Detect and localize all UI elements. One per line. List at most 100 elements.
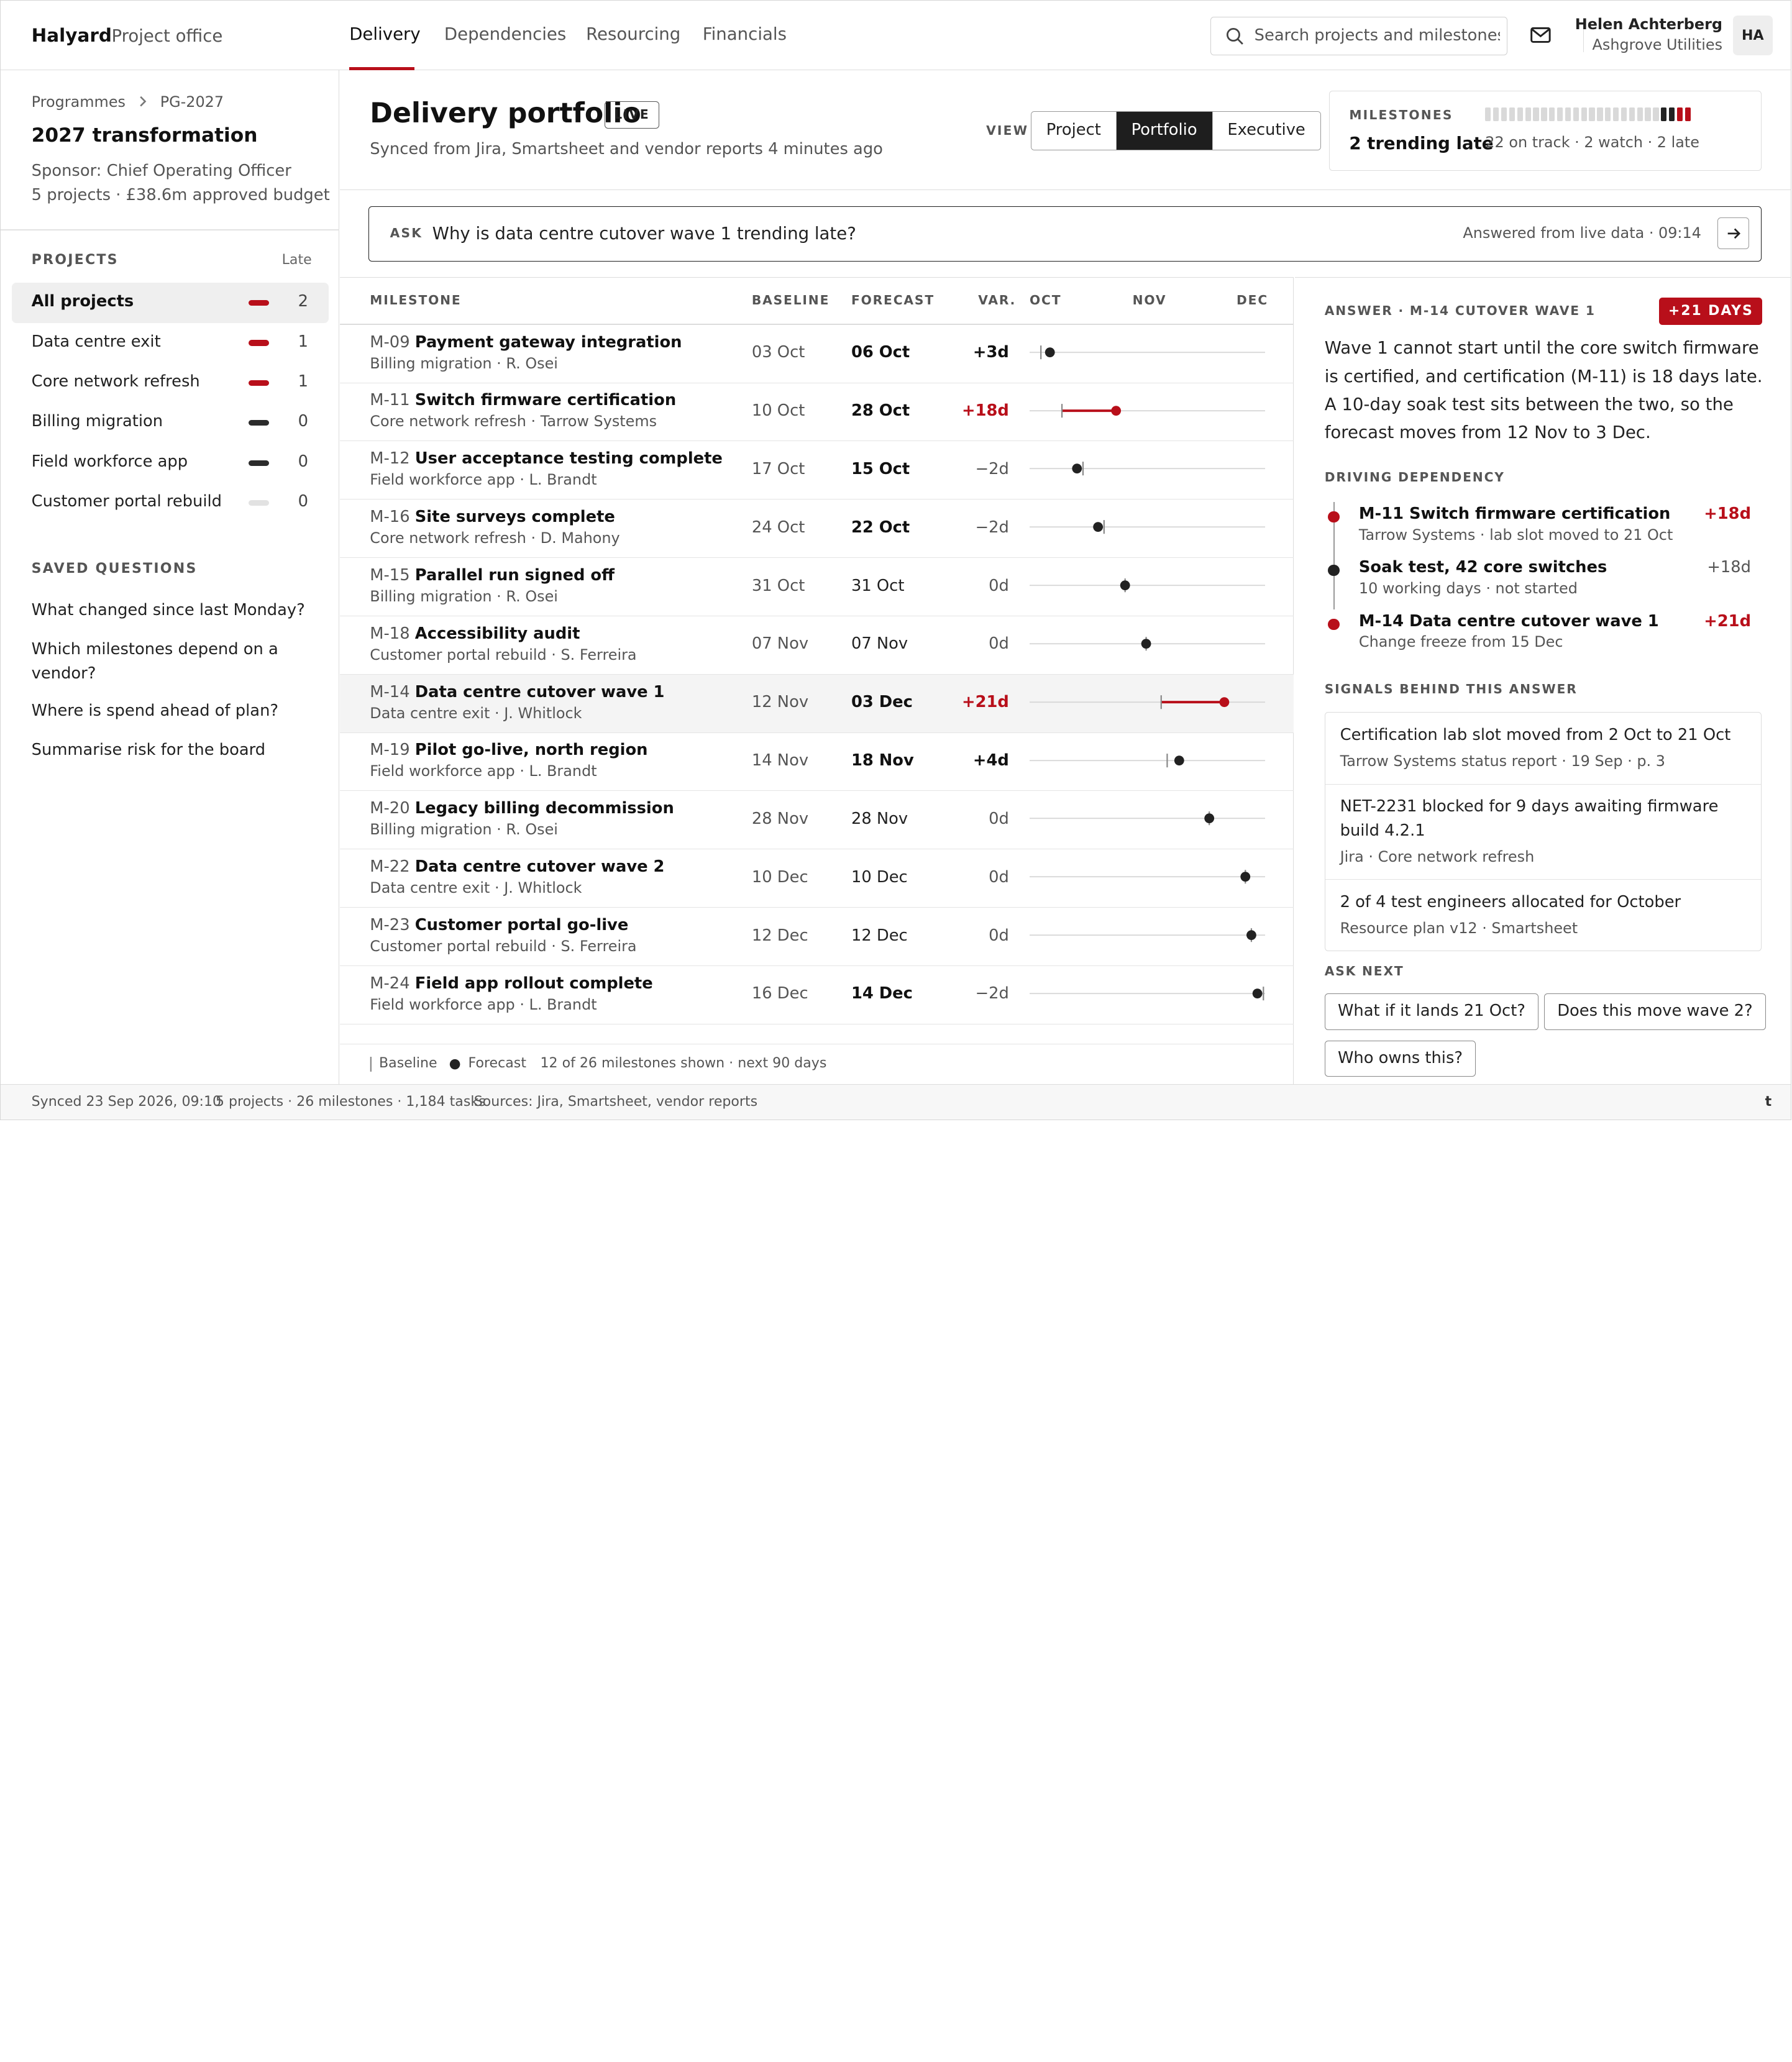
search-input[interactable]: [1254, 24, 1501, 47]
ask-submit-button[interactable]: [1717, 217, 1750, 250]
milestones-value: 2 trending late: [1349, 132, 1494, 153]
forecast-mark: [1120, 580, 1130, 591]
nav-financials[interactable]: Financials: [702, 23, 787, 44]
milestone-name: Field app rollout complete: [414, 974, 653, 993]
view-executive-button[interactable]: Executive: [1212, 112, 1320, 150]
milestone-title: M-20 Legacy billing decommission: [370, 799, 674, 818]
table-row[interactable]: M-14 Data centre cutover wave 1 Data cent…: [340, 674, 1294, 733]
forecast-mark: [1174, 755, 1184, 765]
milestone-title: M-14 Data centre cutover wave 1: [370, 683, 664, 701]
variance-value: 0d: [989, 576, 1009, 595]
project-name: Billing migration: [31, 412, 163, 431]
table-row[interactable]: M-15 Parallel run signed off Billing migr…: [340, 558, 1294, 616]
saved-question[interactable]: Where is spend ahead of plan?: [31, 701, 279, 721]
variance-value: +18d: [962, 401, 1009, 420]
page-title: Delivery portfolio: [370, 98, 641, 130]
late-marker: [249, 420, 270, 426]
projects-heading: PROJECTS: [31, 252, 119, 268]
milestone-status-tick: [1653, 107, 1659, 122]
project-item[interactable]: All projects 2: [12, 283, 329, 323]
forecast-mark: [1219, 696, 1230, 707]
milestone-status-tick: [1485, 107, 1491, 122]
milestone-subtitle: Billing migration · R. Osei: [370, 587, 558, 605]
table-row[interactable]: M-12 User acceptance testing complete Fie…: [340, 441, 1294, 500]
variance-value: 0d: [989, 809, 1009, 828]
table-row[interactable]: M-18 Accessibility audit Customer portal …: [340, 616, 1294, 675]
milestone-subtitle: Billing migration · R. Osei: [370, 354, 558, 372]
project-item[interactable]: Core network refresh 1: [12, 363, 329, 403]
milestone-status-tick: [1613, 107, 1619, 122]
programme-sponsor: Sponsor: Chief Operating Officer: [31, 162, 291, 181]
saved-question[interactable]: What changed since last Monday?: [31, 601, 305, 620]
signal-text: 2 of 4 test engineers allocated for Octo…: [1340, 892, 1681, 911]
milestone-title: M-18 Accessibility audit: [370, 624, 580, 643]
answer-text: Wave 1 cannot start until the core switc…: [1324, 337, 1763, 442]
milestone-status-tick: [1685, 107, 1691, 122]
forecast-date: 10 Dec: [851, 867, 908, 887]
forecast-mark: [1072, 463, 1082, 474]
ask-next-chip[interactable]: Does this move wave 2?: [1543, 993, 1766, 1030]
milestone-name: Data centre cutover wave 2: [414, 857, 665, 877]
milestone-id: M-23: [370, 915, 410, 934]
saved-question[interactable]: Which milestones depend on a vendor?: [31, 639, 278, 683]
milestone-id: M-14: [370, 682, 410, 701]
dependency-variance: +18d: [1704, 504, 1752, 523]
ask-input[interactable]: [432, 221, 1233, 246]
signal-item[interactable]: Certification lab slot moved from 2 Oct …: [1325, 713, 1761, 785]
table-row[interactable]: M-19 Pilot go-live, north region Field wo…: [340, 733, 1294, 791]
mail-icon[interactable]: [1529, 24, 1552, 47]
project-name: Data centre exit: [31, 332, 161, 351]
app-window: Halyard Project office Delivery Dependen…: [0, 0, 1792, 1121]
timeline-track: [1029, 578, 1266, 593]
variance-value: −2d: [975, 984, 1009, 1003]
milestone-status-tick: [1573, 107, 1579, 122]
ask-label: ASK: [390, 225, 423, 240]
view-project-button[interactable]: Project: [1031, 112, 1117, 150]
late-count: 1: [298, 332, 308, 351]
brand-name: Halyard: [31, 24, 112, 46]
project-item[interactable]: Data centre exit 1: [12, 323, 329, 363]
timeline-track: [1029, 637, 1266, 651]
top-bar-divider: [1583, 20, 1584, 52]
project-name: All projects: [31, 292, 134, 311]
forecast-mark: [1240, 872, 1251, 882]
table-row[interactable]: M-16 Site surveys complete Core network r…: [340, 500, 1294, 559]
search-box[interactable]: [1210, 16, 1508, 56]
col-forecast: FORECAST: [851, 293, 935, 308]
signal-item[interactable]: 2 of 4 test engineers allocated for Octo…: [1325, 880, 1761, 951]
col-milestone: MILESTONE: [370, 293, 462, 308]
ask-next-chip[interactable]: What if it lands 21 Oct?: [1324, 993, 1539, 1030]
milestone-name: Legacy billing decommission: [414, 799, 674, 818]
table-row[interactable]: M-24 Field app rollout complete Field wor…: [340, 966, 1294, 1024]
ask-next-chip[interactable]: Who owns this?: [1324, 1040, 1476, 1077]
project-item[interactable]: Field workforce app 0: [12, 443, 329, 483]
project-item[interactable]: Billing migration 0: [12, 403, 329, 443]
late-count: 1: [298, 372, 308, 391]
saved-question[interactable]: Summarise risk for the board: [31, 740, 266, 759]
table-row[interactable]: M-20 Legacy billing decommission Billing …: [340, 791, 1294, 850]
milestone-title: M-16 Site surveys complete: [370, 508, 615, 526]
breadcrumb-programmes[interactable]: Programmes: [31, 93, 126, 111]
nav-dependencies[interactable]: Dependencies: [444, 23, 567, 44]
forecast-date: 15 Oct: [851, 459, 910, 478]
forecast-mark: [1252, 988, 1263, 999]
nav-delivery[interactable]: Delivery: [349, 23, 421, 44]
forecast-mark: [1045, 347, 1055, 357]
avatar[interactable]: HA: [1732, 15, 1773, 56]
project-name: Core network refresh: [31, 372, 200, 391]
table-row[interactable]: M-09 Payment gateway integration Billing …: [340, 325, 1294, 383]
table-row[interactable]: M-22 Data centre cutover wave 2 Data cent…: [340, 849, 1294, 908]
table-row[interactable]: M-11 Switch firmware certification Core n…: [340, 383, 1294, 442]
late-count: 2: [298, 292, 308, 311]
signal-item[interactable]: NET-2231 blocked for 9 days awaiting fir…: [1325, 785, 1761, 880]
project-item[interactable]: Customer portal rebuild 0: [12, 483, 329, 522]
view-portfolio-button[interactable]: Portfolio: [1116, 112, 1213, 150]
baseline-date: 31 Oct: [751, 576, 805, 595]
table-row[interactable]: M-23 Customer portal go-live Customer por…: [340, 908, 1294, 966]
saved-questions-heading: SAVED QUESTIONS: [31, 560, 198, 577]
forecast-mark: [1141, 639, 1151, 649]
signal-source: Tarrow Systems status report · 19 Sep · …: [1340, 752, 1665, 770]
forecast-date: 31 Oct: [851, 576, 905, 595]
late-column-heading: Late: [281, 252, 312, 268]
nav-resourcing[interactable]: Resourcing: [586, 23, 681, 44]
